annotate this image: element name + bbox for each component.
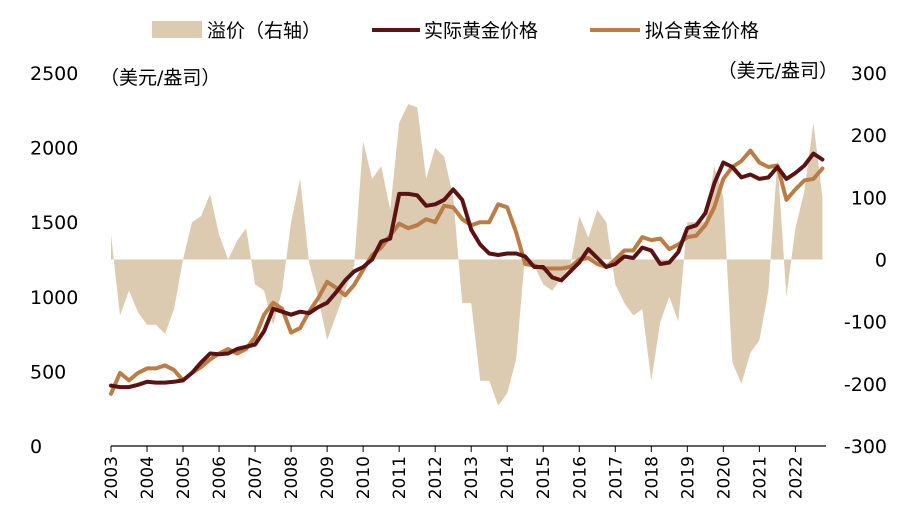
x-tick-label-2016: 2016 [570,456,590,499]
labels-layer: （美元/盎司） （美元/盎司） [100,60,838,89]
x-tick-label-2003: 2003 [102,456,122,499]
x-tick-label-2021: 2021 [750,456,770,499]
x-tick-label-2022: 2022 [786,456,806,499]
legend-label-actual-price: 实际黄金价格 [424,20,538,42]
left-tick-label-1000: 1000 [30,287,78,309]
x-tick-label-2013: 2013 [462,456,482,499]
left-tick-label-500: 500 [30,361,66,383]
left-tick-label-0: 0 [30,436,42,458]
right-tick-label--100: -100 [844,312,887,334]
x-tick-label-2020: 2020 [714,456,734,499]
premium-area-layer [111,104,823,406]
x-tick-label-2014: 2014 [498,456,518,499]
axes-layer: 2003 2004 2005 2006 2007 2008 2009 2010 2011 2012… [30,63,887,499]
x-tick-label-2011: 2011 [390,456,410,499]
left-axis-unit-label: （美元/盎司） [100,67,220,89]
left-tick-label-2000: 2000 [30,138,78,160]
x-tick-label-2005: 2005 [174,456,194,499]
right-tick-label--300: -300 [844,436,887,458]
left-tick-label-2500: 2500 [30,63,78,85]
right-tick-label-300: 300 [851,63,887,85]
x-tick-label-2009: 2009 [318,456,338,499]
x-tick-label-2015: 2015 [534,456,554,499]
right-tick-label-100: 100 [851,187,887,209]
x-tick-label-2004: 2004 [138,456,158,499]
x-tick-label-2010: 2010 [354,456,374,499]
legend: 溢价（右轴） 实际黄金价格 拟合黄金价格 [152,20,759,42]
x-tick-label-2007: 2007 [246,456,266,499]
left-tick-label-1500: 1500 [30,212,78,234]
x-tick-label-2018: 2018 [642,456,662,499]
right-tick-label--200: -200 [844,374,887,396]
premium-area [111,104,823,406]
fitted-price-line [109,148,825,396]
price-lines-layer [109,148,825,396]
x-tick-label-2008: 2008 [282,456,302,499]
actual-price-line [109,151,825,390]
legend-swatch-premium [152,21,202,38]
legend-label-premium: 溢价（右轴） [207,20,321,42]
right-tick-label-200: 200 [851,125,887,147]
x-tick-label-2006: 2006 [210,456,230,499]
x-tick-label-2012: 2012 [426,456,446,499]
x-tick-label-2019: 2019 [678,456,698,499]
right-axis-unit-label: （美元/盎司） [718,60,838,82]
right-tick-label-0: 0 [875,250,887,272]
x-tick-label-2017: 2017 [606,456,626,499]
legend-label-fitted-price: 拟合黄金价格 [645,20,759,42]
